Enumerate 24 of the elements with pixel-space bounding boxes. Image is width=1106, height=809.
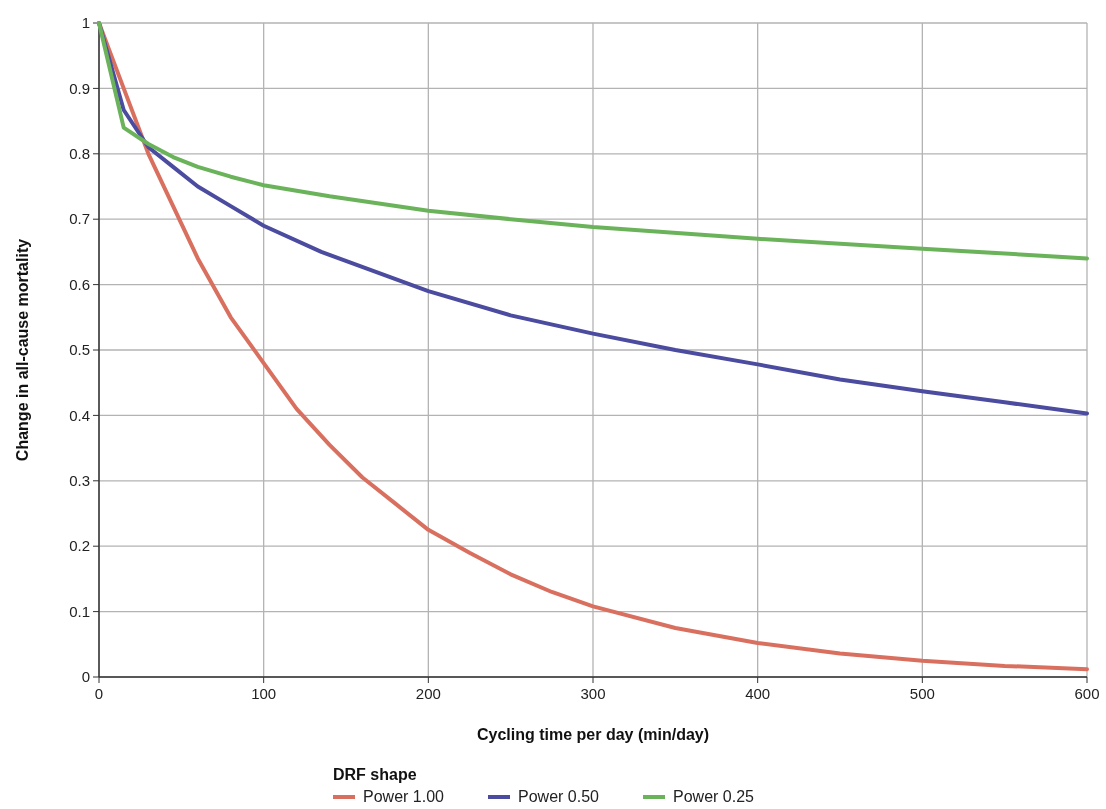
legend-label: Power 1.00 <box>363 788 445 805</box>
x-tick-label: 0 <box>94 685 104 702</box>
x-tick-label: 100 <box>251 685 277 702</box>
x-tick-label: 300 <box>580 685 606 702</box>
x-tick-label: 500 <box>909 685 935 702</box>
y-tick-label: 0.6 <box>69 275 90 293</box>
x-tick-label: 600 <box>1074 685 1100 702</box>
y-tick-label: 0.1 <box>69 602 90 620</box>
y-tick-label: 0.9 <box>69 79 90 97</box>
x-tick-label: 400 <box>745 685 771 702</box>
legend-label: Power 0.50 <box>518 788 600 805</box>
x-axis-title: Cycling time per day (min/day) <box>476 726 710 743</box>
y-tick-label: 0.7 <box>69 210 90 228</box>
y-tick-label: 0.3 <box>69 472 90 490</box>
y-tick-label: 0.4 <box>69 406 90 424</box>
legend-title: DRF shape <box>333 766 417 783</box>
y-tick-label: 0.8 <box>69 145 90 163</box>
y-tick-label: 0.5 <box>69 341 90 359</box>
x-tick-label: 200 <box>415 685 441 702</box>
y-axis-title: Change in all-cause mortality <box>14 238 31 462</box>
legend-label: Power 0.25 <box>673 788 755 805</box>
y-tick-label: 0 <box>81 668 90 686</box>
y-tick-label: 1 <box>81 14 90 32</box>
y-tick-label: 0.2 <box>69 537 90 555</box>
